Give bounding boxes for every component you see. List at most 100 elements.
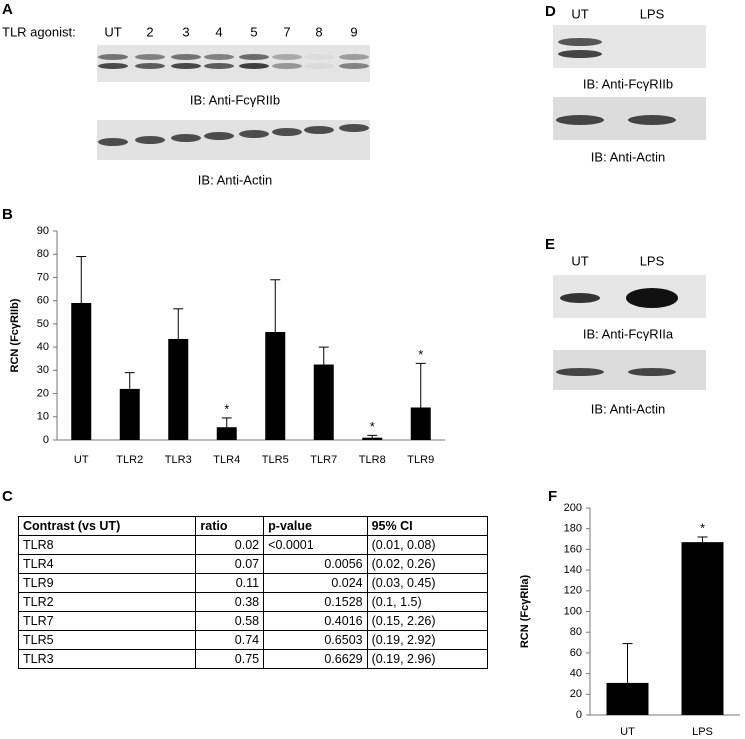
y-tick-label: 0 bbox=[43, 434, 49, 446]
blot-label: IB: Anti-Actin bbox=[591, 149, 665, 164]
lane-label: 4 bbox=[215, 24, 222, 39]
table-cell: (0.15, 2.26) bbox=[366, 611, 489, 631]
blot-label: IB: Anti-FcγRIIb bbox=[190, 92, 280, 107]
y-tick-label: 80 bbox=[37, 248, 49, 260]
table-cell: (0.1, 1.5) bbox=[366, 592, 489, 612]
x-tick-label: UT bbox=[74, 454, 89, 466]
blot bbox=[97, 45, 370, 82]
bar bbox=[410, 407, 431, 440]
band bbox=[135, 54, 165, 60]
table-cell: 0.07 bbox=[195, 554, 265, 574]
panel-label: B bbox=[2, 206, 13, 223]
y-tick-label: 40 bbox=[570, 668, 582, 680]
y-tick-label: 20 bbox=[570, 688, 582, 700]
table-cell: (0.01, 0.08) bbox=[366, 535, 489, 555]
band bbox=[272, 128, 302, 136]
band bbox=[339, 124, 369, 132]
band bbox=[239, 130, 269, 138]
y-tick-label: 90 bbox=[37, 225, 49, 237]
bar bbox=[71, 302, 92, 440]
y-tick-label: 100 bbox=[564, 605, 582, 617]
stats-table: Contrast (vs UT) ratio p-value 95% CI TLR8 0.… bbox=[17, 516, 489, 669]
y-tick-label: 70 bbox=[37, 271, 49, 283]
table-cell: <0.0001 bbox=[263, 535, 368, 555]
band bbox=[304, 63, 334, 69]
bar bbox=[216, 427, 237, 440]
table-row: TLR8 0.02 <0.0001 (0.01, 0.08) bbox=[17, 535, 489, 555]
y-tick-label: 140 bbox=[564, 564, 582, 576]
band bbox=[204, 132, 234, 140]
table-cell: 0.6503 bbox=[263, 630, 368, 650]
x-tick-label: TLR2 bbox=[116, 454, 143, 466]
table-cell: 0.74 bbox=[195, 630, 265, 650]
table-cell: 0.02 bbox=[195, 535, 265, 555]
y-tick-label: 60 bbox=[570, 647, 582, 659]
blot-label: IB: Anti-Actin bbox=[198, 172, 272, 187]
table-cell: TLR5 bbox=[17, 630, 197, 650]
band bbox=[171, 63, 201, 69]
panel-label: F bbox=[548, 488, 557, 505]
table-row: TLR7 0.58 0.4016 (0.15, 2.26) bbox=[17, 611, 489, 631]
significance-marker: * bbox=[418, 347, 423, 362]
band bbox=[558, 38, 602, 46]
band bbox=[272, 63, 302, 69]
panel-label: A bbox=[2, 1, 13, 18]
band bbox=[339, 63, 369, 69]
bar bbox=[119, 388, 140, 440]
table-cell: Contrast (vs UT) bbox=[17, 516, 197, 536]
bar bbox=[313, 364, 334, 440]
band bbox=[272, 54, 302, 60]
band bbox=[239, 54, 269, 60]
band bbox=[339, 54, 369, 60]
blot bbox=[553, 25, 706, 68]
band bbox=[171, 54, 201, 60]
table-cell: (0.03, 0.45) bbox=[366, 573, 489, 593]
table-row: TLR2 0.38 0.1528 (0.1, 1.5) bbox=[17, 592, 489, 612]
blot-label: IB: Anti-FcγRIIb bbox=[583, 76, 673, 91]
y-tick-label: 40 bbox=[37, 341, 49, 353]
x-tick-label: TLR3 bbox=[165, 454, 192, 466]
significance-marker: * bbox=[224, 401, 229, 416]
y-tick-label: 50 bbox=[37, 318, 49, 330]
table-cell: (0.02, 0.26) bbox=[366, 554, 489, 574]
table-cell: TLR4 bbox=[17, 554, 197, 574]
lane-label: UT bbox=[104, 24, 121, 39]
bar bbox=[606, 682, 649, 715]
band bbox=[626, 288, 678, 308]
lane-label: 7 bbox=[283, 24, 290, 39]
lane-label: LPS bbox=[640, 253, 665, 268]
band bbox=[204, 63, 234, 69]
bar bbox=[265, 332, 286, 440]
band bbox=[135, 63, 165, 69]
table-cell: 0.75 bbox=[195, 649, 265, 669]
blot-label: IB: Anti-FcγRIIa bbox=[583, 326, 674, 341]
table-cell: 95% CI bbox=[366, 516, 489, 536]
band bbox=[560, 293, 600, 303]
x-tick-label: TLR9 bbox=[407, 454, 434, 466]
table-row: TLR9 0.11 0.024 (0.03, 0.45) bbox=[17, 573, 489, 593]
significance-marker: * bbox=[700, 520, 705, 535]
y-tick-label: 20 bbox=[37, 387, 49, 399]
y-tick-label: 180 bbox=[564, 523, 582, 535]
table-cell: 0.6629 bbox=[263, 649, 368, 669]
x-tick-label: TLR4 bbox=[213, 454, 240, 466]
bar bbox=[362, 437, 383, 440]
lane-label: 5 bbox=[250, 24, 257, 39]
table-cell: 0.38 bbox=[195, 592, 265, 612]
lane-label: 9 bbox=[350, 24, 357, 39]
band bbox=[204, 54, 234, 60]
x-tick-label: TLR5 bbox=[262, 454, 289, 466]
band bbox=[239, 63, 269, 69]
row-label: TLR agonist: bbox=[2, 24, 76, 39]
y-tick-label: 160 bbox=[564, 543, 582, 555]
blot-label: IB: Anti-Actin bbox=[591, 401, 665, 416]
bar bbox=[168, 338, 189, 440]
lane-label: UT bbox=[571, 253, 588, 268]
bar bbox=[681, 542, 724, 715]
table-cell: (0.19, 2.96) bbox=[366, 649, 489, 669]
band bbox=[556, 368, 604, 376]
band bbox=[304, 54, 334, 60]
panel-label: E bbox=[545, 236, 555, 253]
table-header: Contrast (vs UT) ratio p-value 95% CI bbox=[17, 516, 489, 536]
